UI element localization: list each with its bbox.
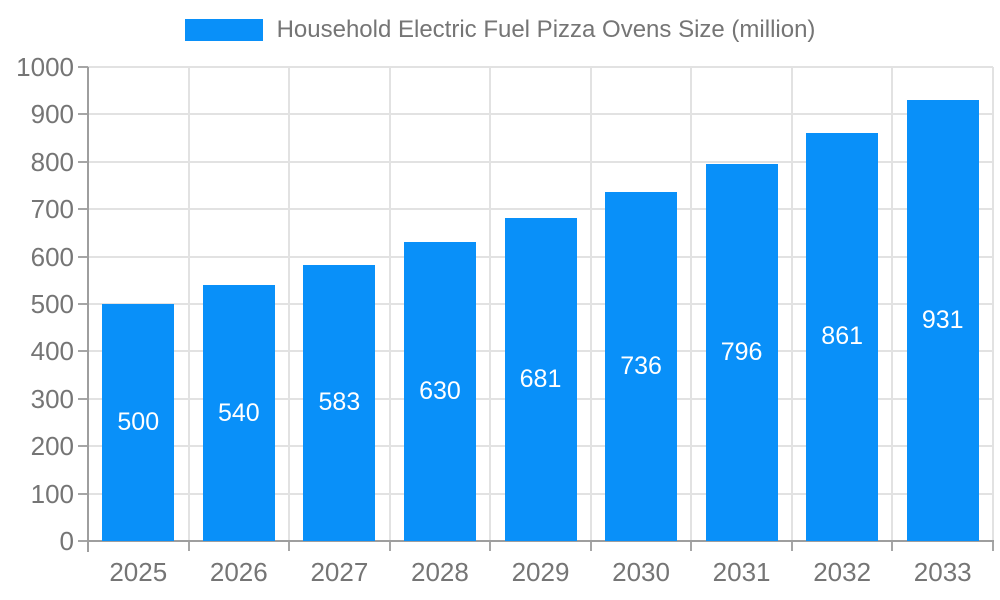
bar-value-label-2028: 630 (419, 377, 461, 406)
y-tick-mark-800 (78, 160, 88, 163)
gridline-h-1000 (88, 66, 993, 68)
gridline-v-5 (589, 67, 592, 541)
y-tick-label-700: 700 (30, 194, 74, 225)
bar-value-label-2030: 736 (620, 352, 662, 381)
x-tick-mark-2 (288, 541, 291, 551)
bar-2029[interactable]: 681 (504, 218, 577, 541)
gridline-v-9 (992, 67, 994, 541)
bar-value-label-2031: 796 (720, 337, 763, 366)
x-axis-line (87, 540, 994, 542)
gridline-v-1 (187, 67, 190, 541)
x-tick-mark-3 (388, 541, 391, 551)
y-tick-mark-1000 (78, 66, 88, 68)
gridline-v-6 (690, 67, 693, 541)
x-tick-mark-8 (891, 541, 894, 551)
y-tick-mark-100 (78, 492, 88, 495)
legend-label: Household Electric Fuel Pizza Ovens Size… (276, 16, 816, 43)
gridline-v-7 (790, 67, 793, 541)
y-tick-mark-500 (78, 303, 88, 305)
y-tick-label-1000: 1000 (16, 52, 74, 82)
gridline-h-800 (88, 160, 993, 163)
gridline-v-8 (891, 67, 894, 541)
x-tick-label-2027: 2027 (310, 557, 369, 587)
bar-value-label-2029: 681 (519, 365, 562, 394)
x-tick-mark-4 (489, 541, 492, 551)
bar-2033[interactable]: 931 (906, 99, 979, 541)
y-tick-mark-400 (78, 350, 88, 353)
bar-2032[interactable]: 861 (806, 132, 879, 541)
y-tick-label-900: 900 (30, 99, 74, 130)
bar-value-label-2026: 540 (217, 398, 260, 427)
x-tick-mark-9 (992, 541, 994, 551)
y-tick-mark-600 (78, 255, 88, 258)
y-tick-label-0: 0 (59, 526, 74, 556)
x-tick-label-2033: 2033 (913, 557, 972, 587)
x-tick-mark-7 (790, 541, 793, 551)
x-tick-mark-1 (187, 541, 190, 551)
x-tick-label-2030: 2030 (612, 557, 670, 587)
y-tick-label-400: 400 (30, 336, 74, 367)
gridline-h-700 (88, 208, 993, 211)
bar-2030[interactable]: 736 (605, 192, 678, 541)
y-tick-mark-0 (78, 540, 88, 542)
x-tick-label-2031: 2031 (712, 557, 771, 587)
legend-swatch (184, 19, 263, 41)
bar-value-label-2032: 861 (821, 322, 864, 351)
x-tick-label-2026: 2026 (209, 557, 268, 587)
x-tick-label-2028: 2028 (411, 557, 469, 587)
y-tick-mark-900 (78, 113, 88, 116)
bar-2031[interactable]: 796 (705, 163, 778, 541)
bar-value-label-2025: 500 (117, 408, 160, 436)
x-tick-label-2029: 2029 (511, 557, 570, 587)
gridline-v-4 (489, 67, 492, 541)
x-tick-mark-6 (690, 541, 693, 551)
y-tick-mark-200 (78, 445, 88, 448)
y-tick-label-800: 800 (30, 146, 74, 177)
y-tick-label-200: 200 (30, 431, 74, 462)
y-tick-label-100: 100 (30, 478, 74, 509)
legend[interactable]: Household Electric Fuel Pizza Ovens Size… (0, 16, 1000, 44)
bar-value-label-2033: 931 (921, 305, 964, 334)
gridline-h-900 (88, 113, 993, 116)
y-axis-line (87, 67, 89, 552)
bar-2027[interactable]: 583 (303, 264, 376, 541)
y-tick-mark-700 (78, 208, 88, 211)
y-tick-label-300: 300 (30, 383, 74, 414)
x-tick-mark-5 (589, 541, 592, 551)
bar-2025[interactable]: 500 (102, 304, 175, 541)
gridline-v-3 (388, 67, 391, 541)
bar-value-label-2027: 583 (318, 388, 361, 417)
bar-2026[interactable]: 540 (202, 285, 275, 541)
y-tick-mark-300 (78, 397, 88, 400)
x-tick-label-2032: 2032 (813, 557, 872, 587)
y-tick-label-600: 600 (30, 241, 74, 272)
bar-2028[interactable]: 630 (403, 242, 476, 541)
y-tick-label-500: 500 (30, 289, 74, 319)
gridline-v-2 (288, 67, 291, 541)
x-tick-label-2025: 2025 (109, 557, 168, 587)
